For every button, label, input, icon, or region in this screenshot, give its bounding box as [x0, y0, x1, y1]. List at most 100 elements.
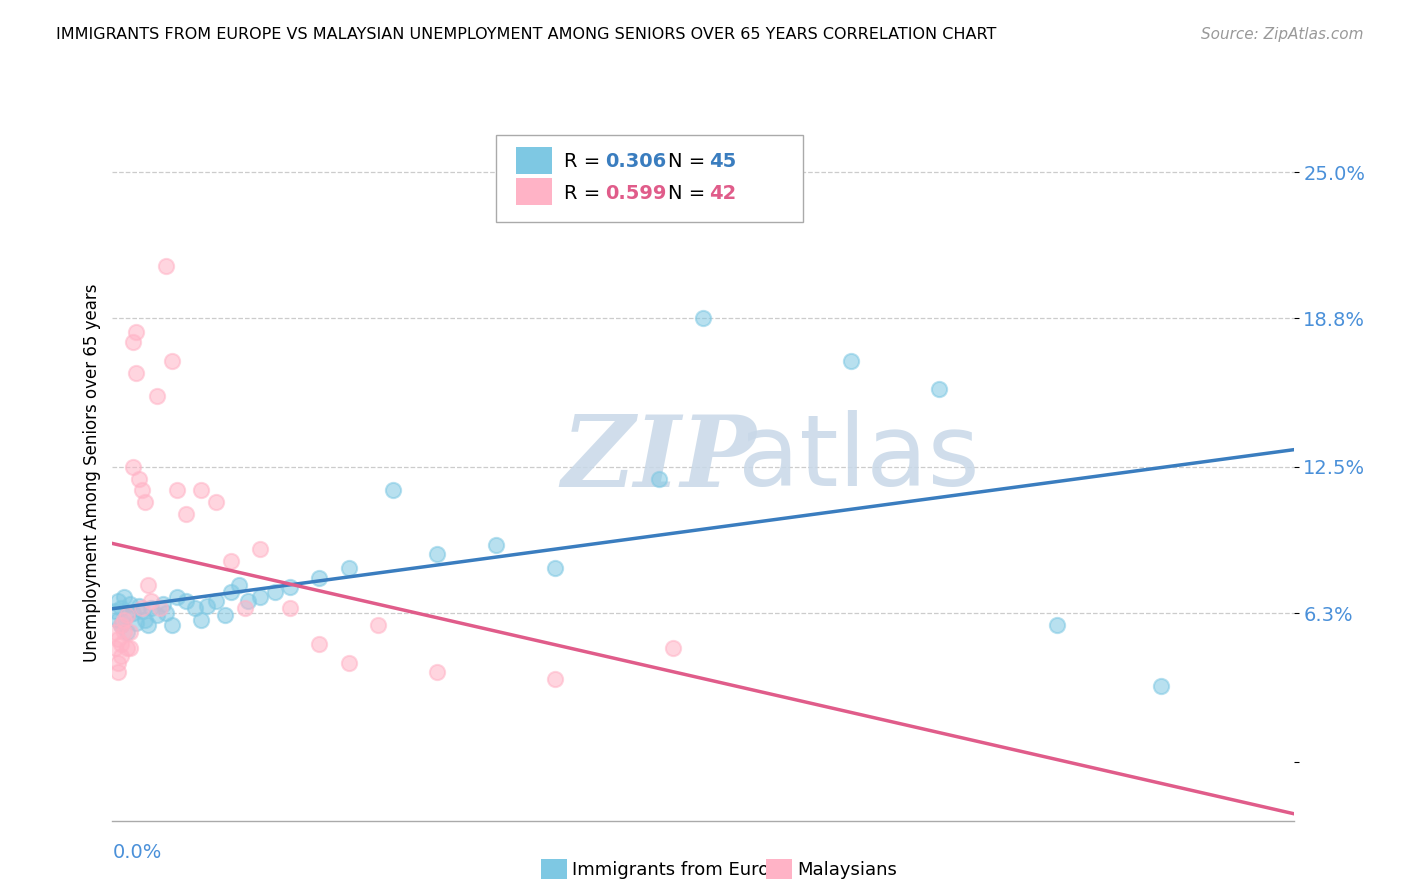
Point — [278, 601, 301, 615]
Point — [112, 613, 135, 627]
Text: 0.306: 0.306 — [605, 153, 666, 171]
Point — [107, 665, 129, 679]
Point — [131, 604, 153, 618]
Text: Immigrants from Europe: Immigrants from Europe — [572, 861, 792, 879]
Point — [146, 389, 169, 403]
Point — [228, 578, 250, 592]
Point — [117, 624, 138, 639]
Point — [110, 618, 132, 632]
Point — [136, 618, 159, 632]
Text: 45: 45 — [709, 153, 737, 171]
Point — [337, 561, 360, 575]
Point — [219, 554, 242, 568]
Point — [839, 353, 862, 368]
Point — [544, 672, 567, 686]
Point — [544, 561, 567, 575]
Text: ZIP: ZIP — [561, 410, 756, 507]
Point — [104, 641, 127, 656]
Point — [155, 606, 177, 620]
Point — [149, 601, 172, 615]
Text: Malaysians: Malaysians — [797, 861, 897, 879]
Point — [134, 613, 156, 627]
Point — [238, 594, 260, 608]
Point — [219, 585, 242, 599]
Point — [107, 632, 129, 646]
Point — [110, 618, 132, 632]
Point — [190, 483, 212, 498]
Point — [122, 606, 145, 620]
Point — [146, 608, 169, 623]
Point — [195, 599, 218, 613]
Point — [122, 459, 145, 474]
Point — [139, 601, 162, 615]
Point — [139, 594, 162, 608]
Point — [647, 472, 671, 486]
Text: N =: N = — [668, 184, 711, 202]
Point — [205, 594, 228, 608]
Point — [104, 624, 127, 639]
Point — [112, 624, 135, 639]
Point — [337, 656, 360, 670]
Point — [107, 594, 129, 608]
Point — [160, 618, 183, 632]
Point — [107, 656, 129, 670]
Point — [382, 483, 405, 498]
Point — [426, 547, 449, 561]
Point — [131, 483, 153, 498]
Point — [125, 366, 148, 380]
Point — [166, 590, 188, 604]
Point — [308, 571, 330, 585]
Point — [117, 641, 138, 656]
Point — [125, 326, 148, 340]
Point — [104, 604, 127, 618]
Point — [278, 580, 301, 594]
Point — [485, 538, 508, 552]
Text: IMMIGRANTS FROM EUROPE VS MALAYSIAN UNEMPLOYMENT AMONG SENIORS OVER 65 YEARS COR: IMMIGRANTS FROM EUROPE VS MALAYSIAN UNEM… — [56, 27, 997, 42]
Point — [928, 382, 950, 396]
Point — [155, 260, 177, 274]
Point — [692, 311, 714, 326]
Text: R =: R = — [564, 153, 606, 171]
Point — [308, 637, 330, 651]
Point — [426, 665, 449, 679]
Point — [128, 599, 150, 613]
Point — [117, 608, 138, 623]
Text: N =: N = — [668, 153, 711, 171]
Text: atlas: atlas — [738, 410, 980, 508]
Point — [233, 601, 256, 615]
Point — [214, 608, 236, 623]
Point — [166, 483, 188, 498]
Point — [662, 641, 685, 656]
Point — [190, 613, 212, 627]
Point — [249, 590, 271, 604]
Point — [205, 495, 228, 509]
Point — [131, 601, 153, 615]
Point — [264, 585, 287, 599]
FancyBboxPatch shape — [516, 178, 551, 205]
FancyBboxPatch shape — [496, 136, 803, 222]
Point — [120, 597, 142, 611]
Point — [174, 594, 197, 608]
Point — [184, 601, 207, 615]
Point — [112, 590, 135, 604]
Point — [152, 597, 174, 611]
Text: 0.0%: 0.0% — [112, 843, 162, 862]
Point — [122, 334, 145, 349]
Point — [1150, 679, 1173, 693]
Point — [160, 353, 183, 368]
Point — [134, 495, 156, 509]
Point — [117, 608, 138, 623]
Point — [110, 637, 132, 651]
Text: 42: 42 — [709, 184, 737, 202]
FancyBboxPatch shape — [516, 147, 551, 174]
Point — [136, 578, 159, 592]
Point — [110, 601, 132, 615]
Point — [120, 641, 142, 656]
Point — [107, 613, 129, 627]
Point — [367, 618, 389, 632]
Point — [249, 542, 271, 557]
Text: R =: R = — [564, 184, 606, 202]
Point — [174, 507, 197, 521]
Y-axis label: Unemployment Among Seniors over 65 years: Unemployment Among Seniors over 65 years — [83, 284, 101, 662]
Point — [125, 615, 148, 630]
